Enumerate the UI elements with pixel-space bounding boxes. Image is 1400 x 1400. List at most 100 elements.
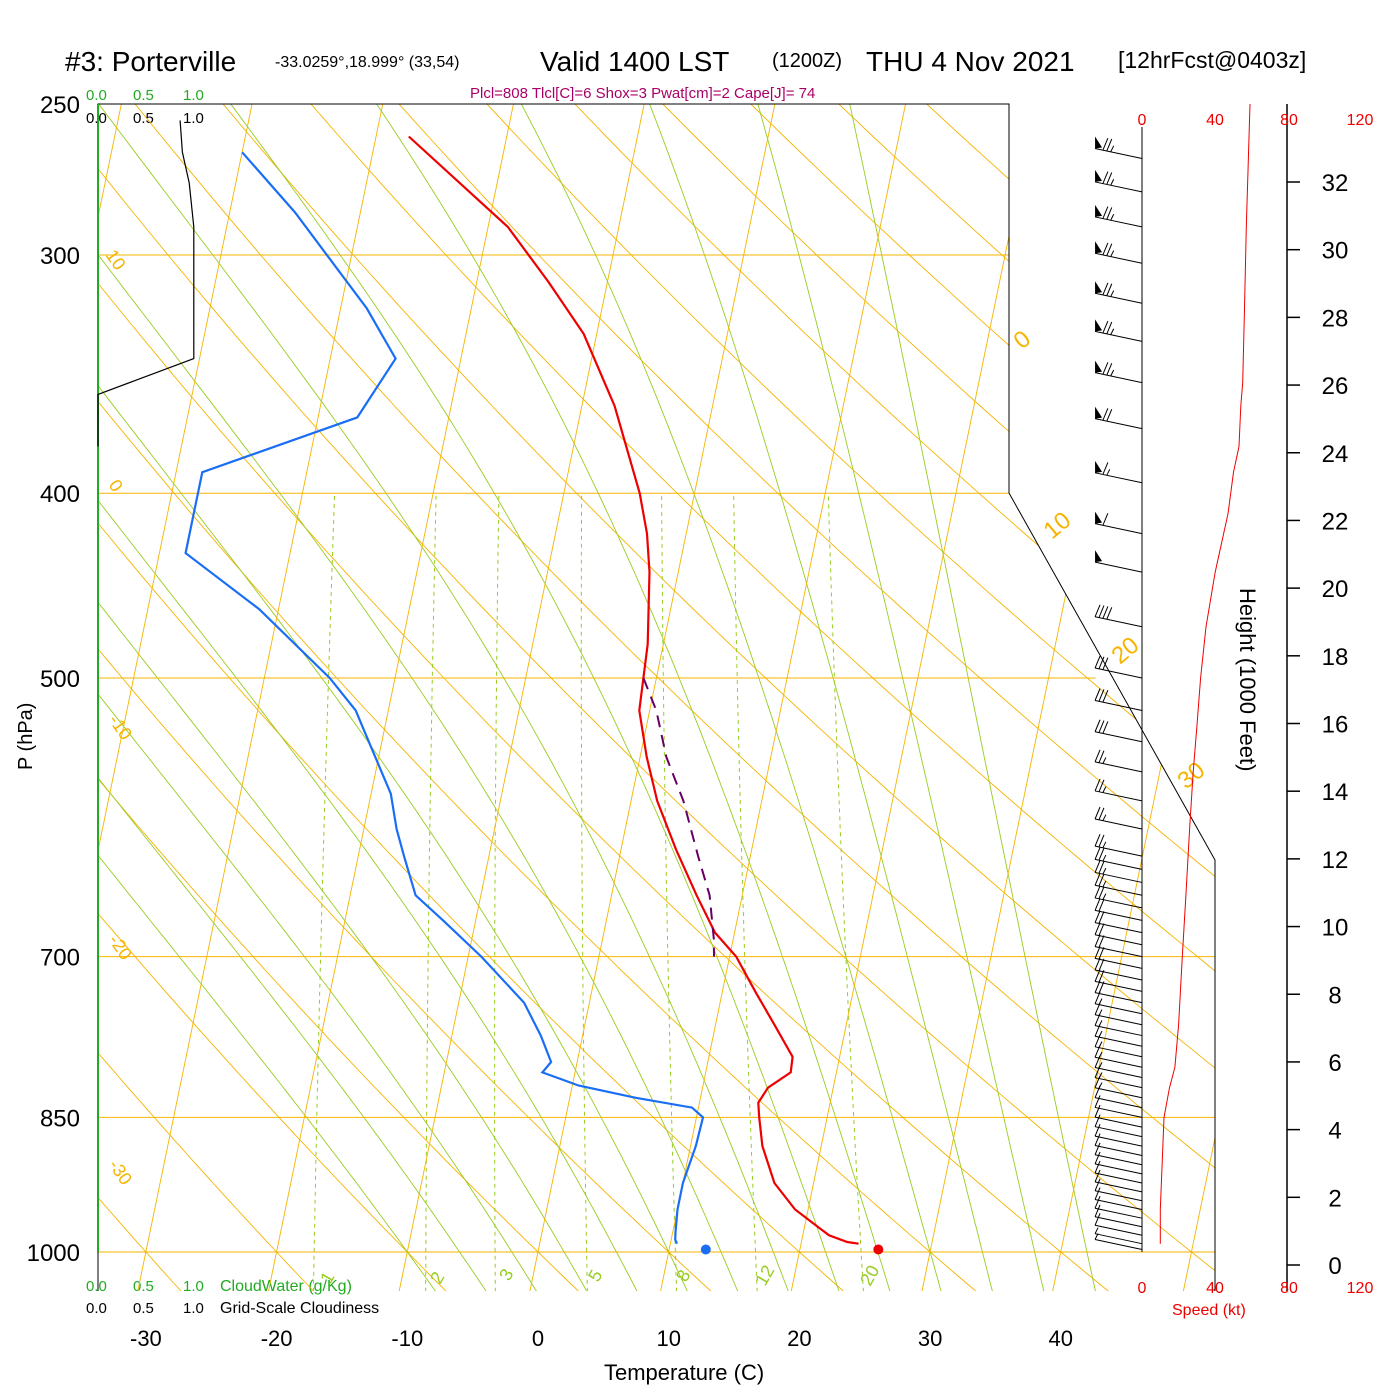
dry-adiabat-line (98, 104, 471, 1291)
mixing-ratio-line (733, 493, 759, 1291)
axes: -30 -20 -10 0 10 20 30 402503004005007008501000… (27, 92, 1374, 1351)
wind-barb-feather (1094, 1123, 1101, 1137)
wind-barb-shaft (1094, 922, 1143, 934)
height-tick-label: 2 (1328, 1185, 1341, 1212)
wind-barb-shaft (1094, 1097, 1143, 1109)
isotherm-line (0, 0, 29, 1316)
wind-barb-shaft (1094, 1003, 1143, 1015)
wind-barb-half-feather (1098, 1062, 1103, 1069)
wind-barb-feather (1098, 970, 1105, 983)
sounding-indices: Plcl=808 Tlcl[C]=6 Shox=3 Pwat[cm]=2 Cap… (470, 85, 815, 102)
dry-adiabat-line (98, 104, 1006, 1291)
x-tick-label: -10 (391, 1326, 423, 1351)
wind-barb-feather (1098, 848, 1105, 861)
wind-barb-feather (1098, 861, 1105, 874)
wind-barb-feather (1098, 911, 1105, 924)
moist-adiabat-line (98, 104, 651, 1291)
sounding-series (97, 103, 1251, 1255)
wind-barb (1094, 241, 1143, 264)
wind-barb-feather (1102, 362, 1109, 375)
wind-barb-feather (1094, 1114, 1101, 1127)
cloudiness-scale-0: 0.0 (86, 110, 107, 127)
station-title: #3: Porterville (65, 46, 236, 77)
wind-barb (1094, 319, 1143, 342)
wind-barb-shaft (1094, 523, 1143, 535)
wind-barb-feather (1106, 243, 1113, 256)
mixing-ratio-label: 20 (856, 1262, 883, 1289)
wind-barb (1094, 873, 1143, 896)
pressure-tick-label: 850 (40, 1105, 80, 1132)
wind-barb-feather (1094, 873, 1101, 886)
wind-barb (1094, 833, 1143, 857)
wind-barb-shaft (1094, 818, 1143, 830)
wind-barb-half-feather (1102, 867, 1107, 875)
wind-barb-half-feather (1102, 893, 1107, 900)
wind-barb-feather (1094, 910, 1101, 923)
moist-adiabat-line (252, 104, 898, 1291)
cloudwater-scale-bottom-1: 0.5 (133, 1278, 154, 1295)
wind-barb-shaft (1094, 472, 1143, 484)
isotherm-line (132, 104, 422, 1291)
wind-barb-feather (1094, 749, 1101, 763)
theta-label: 20 (1107, 632, 1145, 670)
wind-barb-shaft (1094, 1067, 1143, 1078)
wind-barb-shaft (1094, 1216, 1143, 1228)
mixing-ratio-label: 2 (426, 1268, 448, 1287)
isotherm-line (655, 104, 945, 1291)
speed-tick-top: 0 (1138, 112, 1147, 129)
wind-barb-feather (1102, 137, 1109, 151)
x-tick-label: 10 (656, 1326, 680, 1351)
wind-barb (1094, 719, 1143, 743)
wind-barb-shaft (1094, 292, 1143, 304)
dry-adiabat-line (322, 104, 1215, 1291)
isotherm-label: -10 (105, 711, 136, 744)
wind-barb-flag (1095, 360, 1103, 373)
surface-dewpoint-dot (700, 1244, 711, 1255)
isotherm-line (98, 104, 160, 1291)
wind-barb-shaft (1094, 761, 1143, 773)
height-tick-label: 6 (1328, 1050, 1341, 1077)
forecast-date: THU 4 Nov 2021 (866, 46, 1075, 77)
wind-barb-flag (1095, 406, 1103, 419)
height-tick-label: 18 (1322, 644, 1349, 671)
wind-barb-feather (1094, 885, 1101, 899)
wind-barb-half-feather (1110, 250, 1115, 257)
wind-barb-shaft (1094, 980, 1143, 992)
wind-barb-feather (1102, 206, 1109, 219)
dry-adiabat-line (817, 104, 1215, 1291)
wind-barb-shaft (1094, 1025, 1143, 1037)
wind-barb-feather (1098, 720, 1105, 733)
wind-barb-shaft (1094, 1135, 1143, 1147)
dry-adiabats (98, 104, 1215, 1291)
height-tick-label: 32 (1322, 170, 1349, 197)
wind-barb (1094, 204, 1143, 228)
wind-barb-half-feather (1102, 786, 1107, 793)
wind-barb (1094, 1151, 1143, 1175)
wind-barb-shaft (1094, 957, 1143, 969)
dry-adiabat-line (98, 104, 872, 1291)
wind-barb-feather (1098, 947, 1105, 960)
height-tick-label: 24 (1322, 441, 1349, 468)
pressure-tick-label: 1000 (27, 1240, 80, 1267)
wind-barb-shaft (1094, 1014, 1143, 1026)
wind-barb-feather (1098, 935, 1105, 948)
wind-barb-feather (1106, 207, 1113, 220)
wind-barb (1094, 1204, 1143, 1228)
wind-barb-feather (1094, 922, 1101, 935)
theta-label: 0 (1009, 325, 1037, 354)
wind-barb (1094, 1178, 1143, 1202)
wind-barb-feather (1106, 321, 1113, 335)
wind-barb-shaft (1094, 1154, 1143, 1166)
wind-barb (1094, 1104, 1143, 1128)
wind-barb (1094, 1169, 1143, 1193)
wind-barb (1094, 688, 1143, 711)
wind-barb-feather (1094, 1178, 1101, 1191)
moist-adiabat-line (704, 104, 1051, 1291)
wind-barb-feather (1094, 934, 1101, 947)
wind-barb-feather (1094, 688, 1101, 701)
mixing-ratio-line (580, 493, 589, 1291)
wind-barb (1094, 847, 1143, 870)
wind-barb-half-feather (1098, 1020, 1103, 1027)
speed-axis-title: Speed (kt) (1172, 1302, 1246, 1319)
